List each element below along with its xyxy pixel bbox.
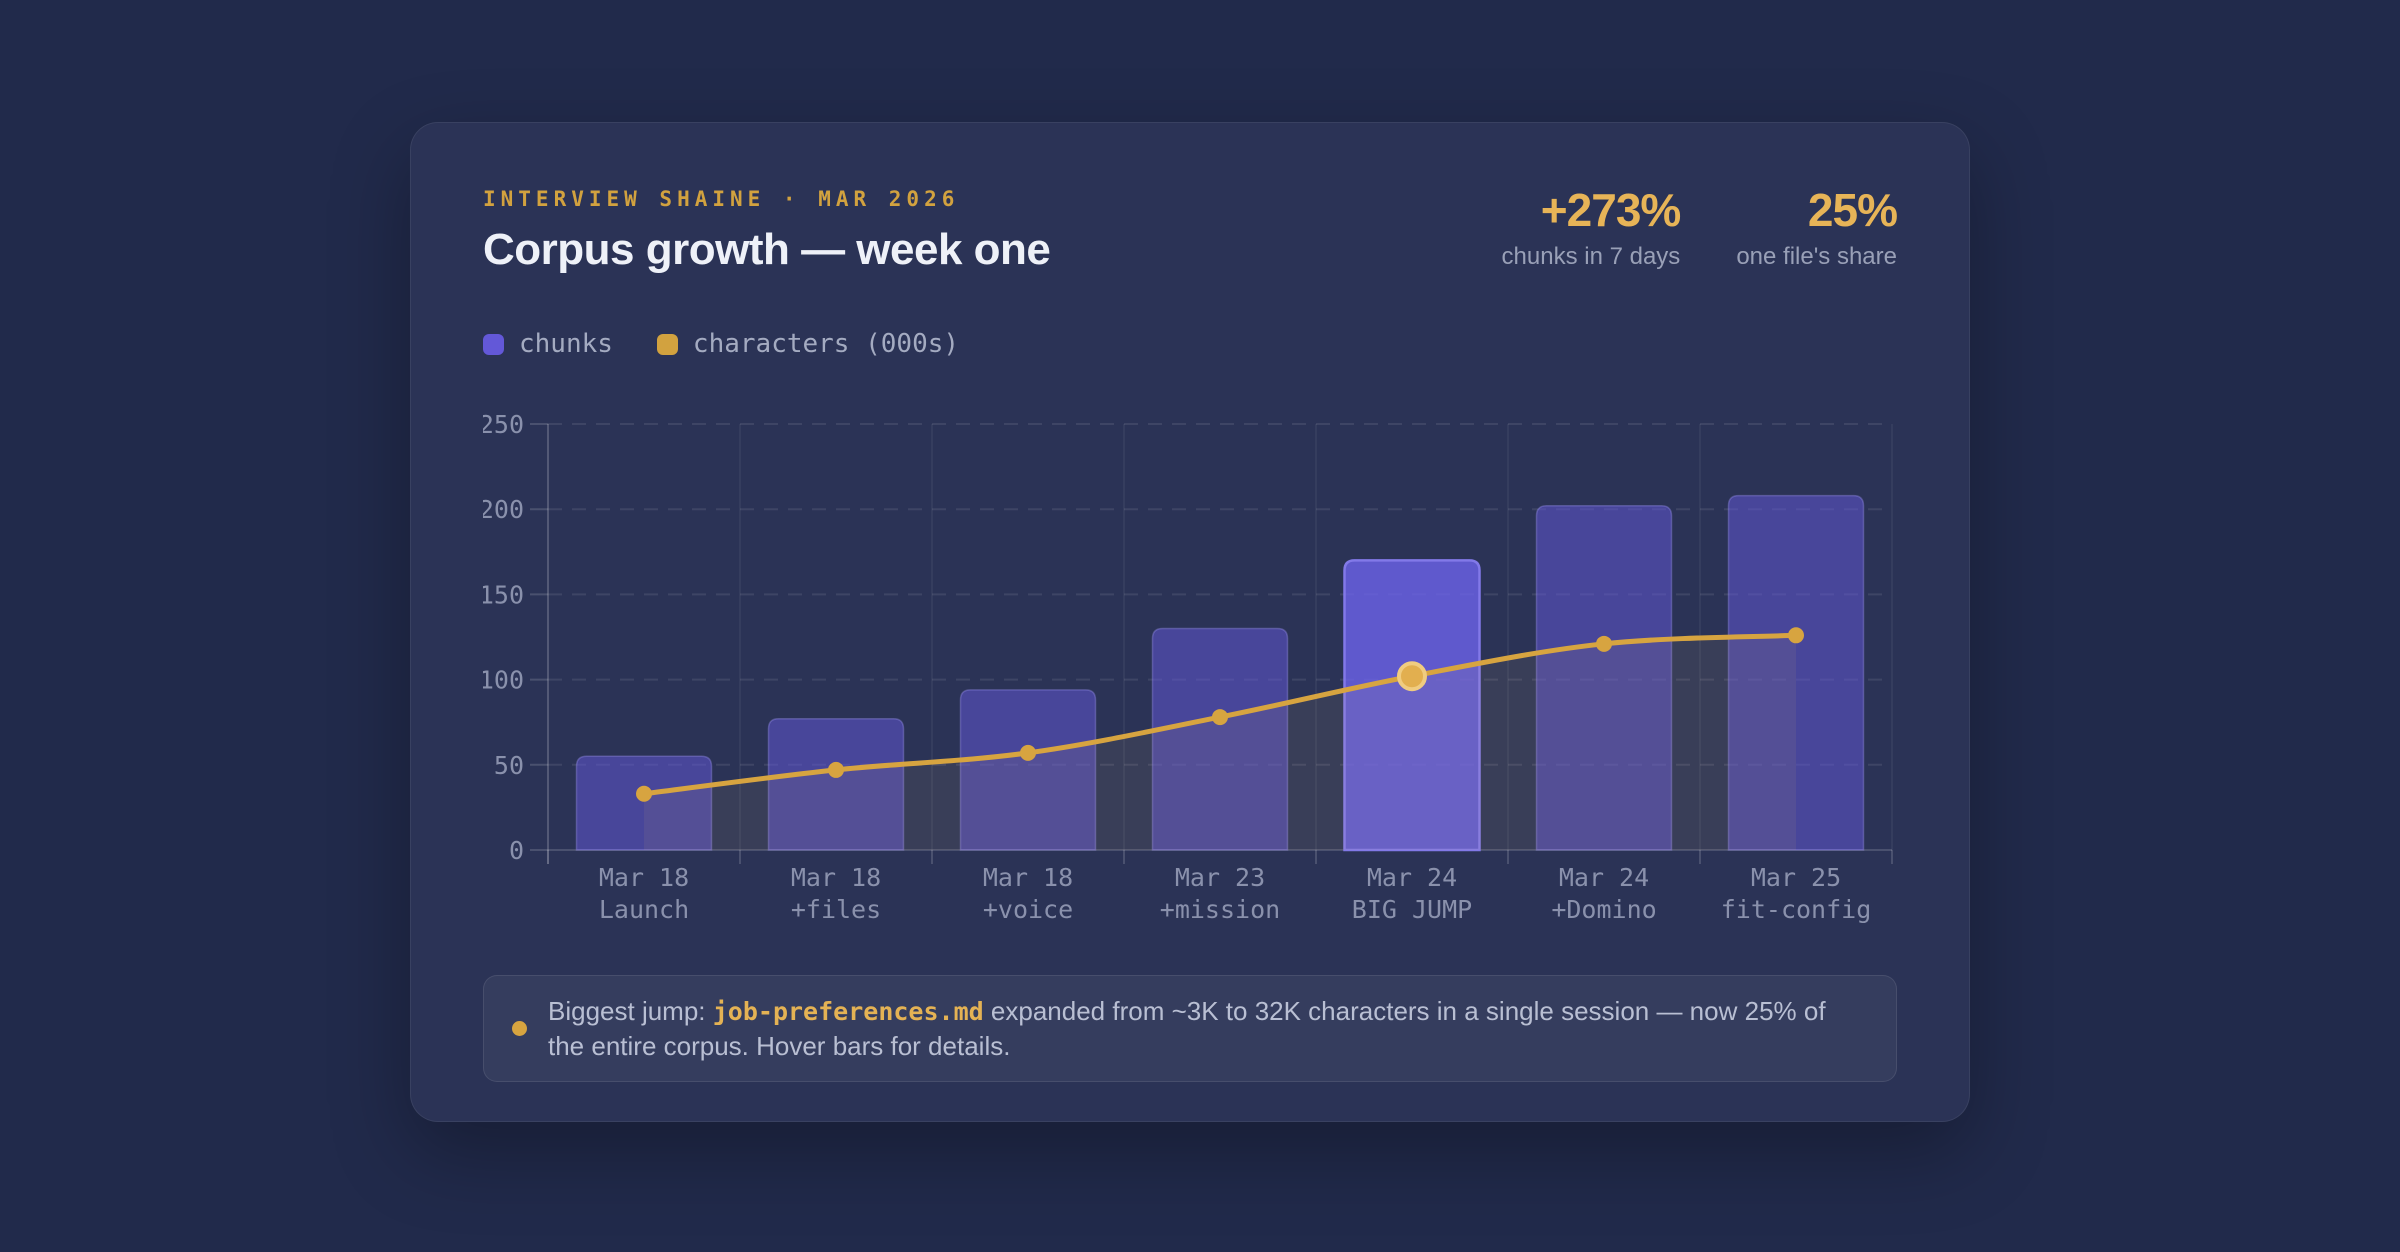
note-prefix: Biggest jump: [548, 996, 713, 1026]
y-axis-label: 100 [483, 666, 524, 695]
x-axis-label: Mar 18 +voice [983, 863, 1073, 924]
filename-highlight: job-preferences.md [712, 997, 984, 1026]
stat-file-share: 25% one file's share [1736, 184, 1898, 271]
x-axis-label: Mar 18 Launch [599, 863, 689, 924]
legend: chunks characters (000s) [483, 329, 1897, 359]
x-axis-label: Mar 18 +files [791, 863, 881, 924]
note-text: Biggest jump: job-preferences.md expande… [548, 994, 1866, 1063]
x-axis-label: Mar 25 fit-config [1721, 863, 1872, 924]
line-swatch-icon [656, 333, 678, 355]
bar--mission[interactable] [1151, 627, 1289, 851]
y-axis-label: 250 [483, 410, 524, 439]
line-area-fill [644, 635, 1796, 850]
stat-chunks-growth-label: chunks in 7 days [1501, 243, 1681, 270]
legend-item-characters[interactable]: characters (000s) [656, 329, 960, 359]
card-header: INTERVIEW SHAINE · MAR 2026 Corpus growt… [483, 184, 1898, 275]
x-axis-label: Mar 24 BIG JUMP [1352, 863, 1472, 924]
x-axis-label: Mar 24 +Domino [1551, 863, 1656, 924]
note-bullet-icon [512, 1020, 527, 1036]
bar-launch[interactable] [575, 755, 713, 851]
legend-item-chunks[interactable]: chunks [483, 329, 613, 359]
chart-area: 0 50 100 150 200 250 Mar 18 Launch Mar 18 +files M… [479, 409, 1897, 954]
line-point[interactable] [1788, 627, 1804, 644]
x-axis-label: Mar 23 +mission [1160, 863, 1280, 924]
stat-chunks-growth: +273% chunks in 7 days [1501, 184, 1682, 271]
y-axis-label: 150 [483, 580, 524, 609]
stat-chunks-growth-value: +273% [1540, 184, 1682, 236]
bar-fit-config[interactable] [1727, 494, 1865, 851]
y-axis-label: 200 [483, 495, 524, 524]
y-axis-label: 50 [494, 751, 524, 780]
stat-file-share-value: 25% [1807, 184, 1898, 236]
legend-label-characters: characters (000s) [692, 329, 960, 359]
bar-swatch-icon [483, 333, 504, 355]
line-point[interactable] [636, 785, 652, 802]
line-point[interactable] [1212, 709, 1228, 726]
note-suffix: expanded from ~3K to 32K characters in a… [548, 996, 1826, 1061]
y-axis-label: 0 [509, 836, 524, 865]
page-title: Corpus growth — week one [483, 225, 1051, 274]
header-titles: INTERVIEW SHAINE · MAR 2026 Corpus growt… [483, 187, 1051, 275]
bar--files[interactable] [767, 718, 905, 851]
legend-label-chunks: chunks [519, 329, 613, 359]
stat-file-share-label: one file's share [1736, 243, 1897, 270]
bar--voice[interactable] [959, 689, 1097, 851]
bar--domino[interactable] [1535, 505, 1673, 851]
line-point[interactable] [828, 761, 844, 778]
line-point-big-jump[interactable] [1397, 661, 1427, 692]
kicker: INTERVIEW SHAINE · MAR 2026 [483, 187, 960, 211]
annotation-note: Biggest jump: job-preferences.md expande… [483, 975, 1897, 1082]
line-point[interactable] [1020, 744, 1036, 761]
line-point[interactable] [1596, 635, 1612, 652]
corpus-growth-chart: 0 50 100 150 200 250 Mar 18 Launch Mar 18 +files M… [479, 410, 1893, 924]
bar-big-jump[interactable] [1343, 559, 1481, 852]
stats: +273% chunks in 7 days 25% one file's sh… [1501, 184, 1898, 271]
chart-card: INTERVIEW SHAINE · MAR 2026 Corpus growt… [410, 122, 1970, 1122]
